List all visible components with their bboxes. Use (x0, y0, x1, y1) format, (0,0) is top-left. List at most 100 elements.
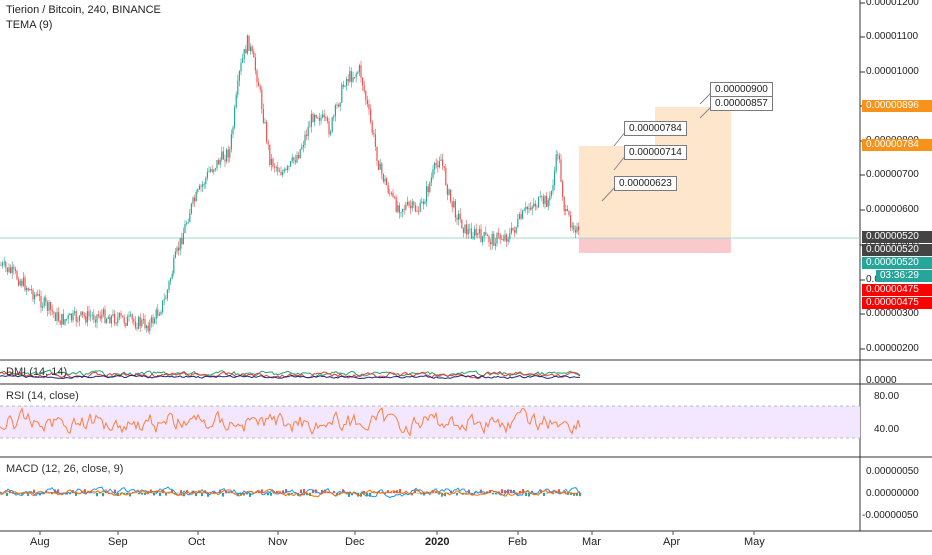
macd-histogram-bar (180, 490, 182, 493)
macd-histogram-bar (96, 493, 98, 496)
candle-body (90, 316, 91, 317)
candle-body (88, 311, 89, 316)
time-axis-label: Oct (188, 536, 205, 548)
candle-body (274, 167, 275, 168)
price-axis-label: 0.00000700 (866, 169, 919, 180)
candle-body (160, 312, 161, 314)
candle-body (191, 204, 192, 214)
candle-body (527, 207, 528, 209)
candle-body (95, 320, 96, 323)
candle-body (421, 202, 422, 203)
candle-body (127, 317, 128, 326)
candle-body (18, 279, 19, 285)
candle-body (207, 172, 208, 178)
candle-body (298, 155, 299, 158)
candle-body (292, 157, 293, 161)
candle-body (96, 315, 97, 323)
candle-body (151, 317, 152, 322)
candle-body (266, 122, 267, 141)
candle-body (420, 203, 421, 212)
rsi-axis-label-40: 40.00 (874, 424, 899, 435)
macd-axis-label-50: 0.00000050 (866, 466, 919, 477)
candle-body (250, 47, 251, 51)
macd-histogram-bar (75, 493, 77, 496)
price-axis-label: 0.00001200 (866, 0, 919, 8)
candle-body (408, 202, 409, 206)
candle-body (335, 105, 336, 116)
candle-body (234, 107, 235, 127)
candle-body (213, 169, 214, 171)
candle-body (186, 223, 187, 224)
candle-body (472, 237, 473, 239)
candle-body (167, 290, 168, 299)
candle-body (352, 77, 353, 82)
candle-body (370, 109, 371, 121)
note-box[interactable]: 0.00000623 (614, 176, 677, 191)
candle-body (463, 228, 464, 232)
note-box[interactable]: 0.00000857 (710, 96, 773, 111)
candle-body (503, 239, 504, 240)
candle-body (469, 229, 470, 230)
candle-body (135, 322, 136, 328)
candle-body (322, 114, 323, 117)
candle-body (4, 262, 5, 263)
candle-body (532, 207, 533, 210)
note-box[interactable]: 0.00000714 (624, 145, 687, 160)
note-box[interactable]: 0.00000784 (624, 121, 687, 136)
candle-body (136, 327, 137, 328)
candle-body (351, 71, 352, 82)
candle-body (330, 132, 331, 135)
candle-body (328, 121, 329, 134)
candle-body (229, 149, 230, 157)
candle-body (176, 248, 177, 252)
macd-histogram-bar (333, 491, 335, 493)
candle-body (253, 51, 254, 57)
candle-body (346, 79, 347, 86)
price-tag: 0.00000520 (862, 244, 932, 256)
candle-body (564, 197, 565, 211)
macd-axis-label-0: 0.00000000 (866, 488, 919, 499)
candle-body (72, 313, 73, 320)
time-axis-label: Mar (582, 536, 601, 548)
candle-body (541, 196, 542, 197)
candle-body (199, 186, 200, 190)
candle-body (552, 185, 553, 191)
macd-histogram-bar (33, 490, 35, 493)
candle-body (34, 295, 35, 300)
candle-body (284, 169, 285, 172)
candle-body (485, 232, 486, 235)
candle-body (287, 166, 288, 170)
candle-body (402, 209, 403, 212)
dmi-axis-label: 0.0000 (866, 375, 897, 386)
candle-body (525, 207, 526, 209)
candle-body (50, 302, 51, 310)
time-axis-label: Apr (663, 536, 680, 548)
candle-body (40, 296, 41, 307)
candle-body (215, 168, 216, 169)
candle-body (357, 72, 358, 73)
price-tag: 0.00000475 (862, 297, 932, 309)
candle-body (285, 169, 286, 170)
candle-body (303, 145, 304, 147)
price-axis-label: 0.00001000 (866, 66, 919, 77)
macd-histogram-bar (291, 493, 293, 494)
candle-body (509, 233, 510, 239)
macd-histogram-bar (114, 490, 116, 493)
candle-body (7, 268, 8, 273)
candle-body (183, 233, 184, 244)
candle-body (293, 157, 294, 160)
candle-body (120, 313, 121, 316)
candle-body (551, 191, 552, 196)
note-box[interactable]: 0.00000900 (710, 82, 773, 97)
candle-body (381, 164, 382, 174)
candle-body (450, 189, 451, 201)
macd-histogram-bar (282, 490, 284, 493)
candle-body (423, 202, 424, 204)
macd-histogram-bar (267, 493, 269, 495)
candle-body (154, 319, 155, 324)
candle-body (455, 201, 456, 217)
macd-histogram-bar (270, 493, 272, 496)
candle-body (10, 267, 11, 273)
